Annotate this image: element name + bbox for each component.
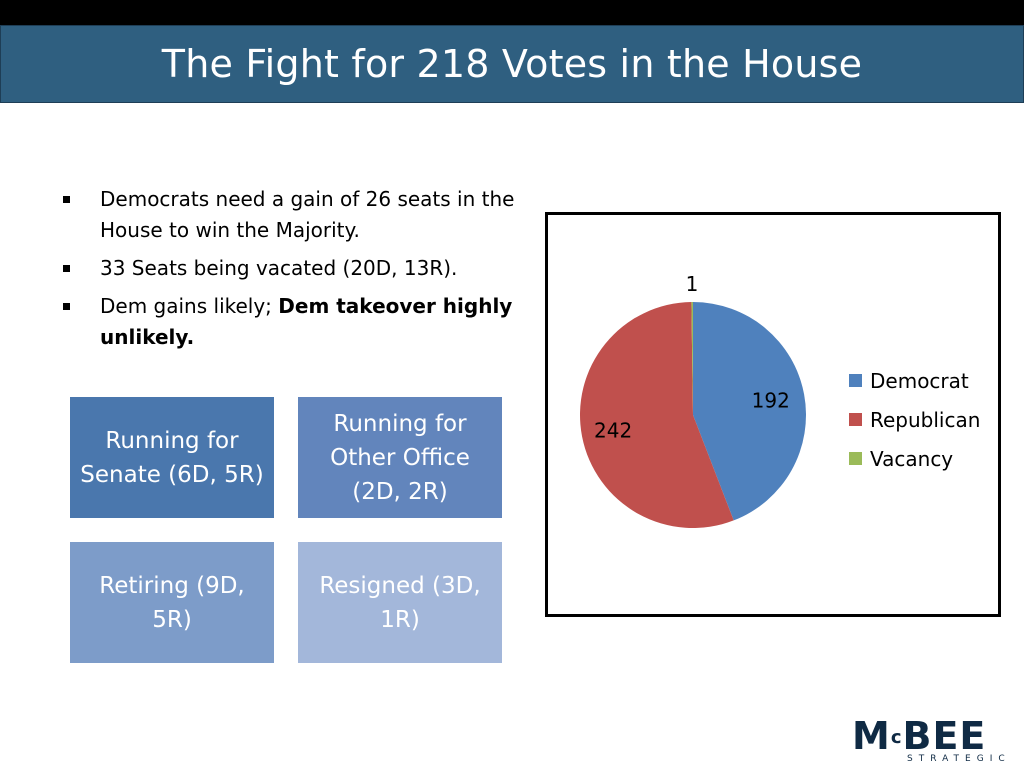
bullet-bold-text: Dem takeover highly unlikely.	[100, 294, 513, 349]
box-label: Retiring (9D, 5R)	[99, 572, 245, 633]
bullet-item: Democrats need a gain of 26 seats in the…	[62, 184, 522, 246]
data-label-vacancy: 1	[686, 272, 699, 296]
legend-label-vacancy: Vacancy	[870, 446, 954, 471]
data-label-democrat: 192	[752, 389, 790, 413]
pie-chart-frame: 192 242 1 Democrat Republican Vacancy	[545, 212, 1001, 617]
legend-item-vacancy: Vacancy	[849, 439, 980, 478]
logo-tagline: STRATEGIC	[907, 754, 1011, 764]
data-label-republican: 242	[594, 418, 632, 442]
bullet-text: 33 Seats being vacated (20D, 13R).	[100, 256, 458, 280]
box-label: Resigned (3D, 1R)	[319, 572, 481, 633]
mcbee-logo: McBEE STRATEGIC	[852, 716, 1022, 766]
box-resigned: Resigned (3D, 1R)	[298, 542, 502, 663]
legend-label-republican: Republican	[870, 407, 981, 432]
pie-slice-vacancy	[691, 302, 693, 415]
slide-title: The Fight for 218 Votes in the House	[161, 42, 863, 86]
legend-label-democrat: Democrat	[870, 368, 969, 393]
box-label: Running for Senate (6D, 5R)	[80, 427, 264, 488]
pie-slice-republican	[580, 302, 734, 528]
top-black-bar	[0, 0, 1024, 25]
legend-item-republican: Republican	[849, 400, 980, 439]
legend-item-democrat: Democrat	[849, 361, 980, 400]
box-label: Running for Other Office (2D, 2R)	[330, 410, 470, 505]
bullet-text: Democrats need a gain of 26 seats in the…	[100, 187, 515, 242]
legend-swatch-republican	[849, 413, 862, 426]
box-retiring: Retiring (9D, 5R)	[70, 542, 274, 663]
pie-chart: 192 242 1	[580, 272, 806, 528]
bullet-item: 33 Seats being vacated (20D, 13R).	[62, 253, 522, 284]
bullet-text: Dem gains likely;	[100, 294, 279, 318]
bullet-item: Dem gains likely; Dem takeover highly un…	[62, 291, 522, 353]
bullet-square-icon	[63, 303, 70, 310]
legend-swatch-democrat	[849, 374, 862, 387]
bullet-list: Democrats need a gain of 26 seats in the…	[62, 184, 522, 360]
legend-swatch-vacancy	[849, 452, 862, 465]
bullet-square-icon	[63, 265, 70, 272]
pie-slice-democrat	[693, 302, 806, 521]
box-running-for-senate: Running for Senate (6D, 5R)	[70, 397, 274, 518]
chart-legend: Democrat Republican Vacancy	[849, 361, 980, 478]
title-bar: The Fight for 218 Votes in the House	[0, 25, 1024, 103]
box-running-for-other-office: Running for Other Office (2D, 2R)	[298, 397, 502, 518]
logo-wordmark: McBEE	[852, 714, 987, 758]
bullet-square-icon	[63, 196, 70, 203]
